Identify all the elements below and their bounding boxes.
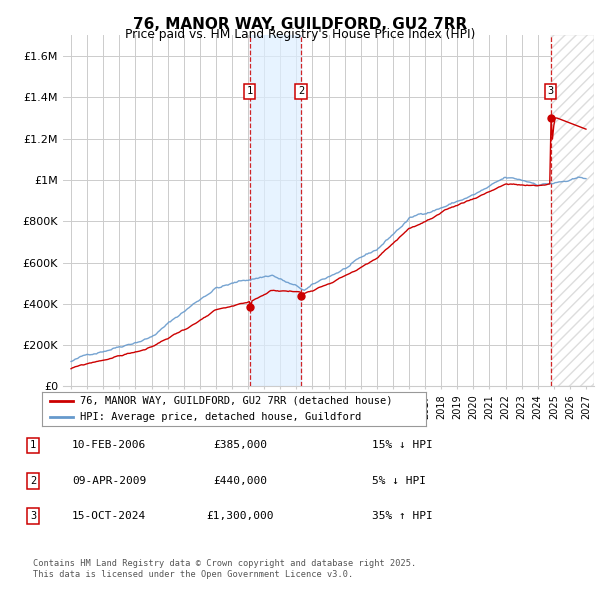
Text: 3: 3 xyxy=(547,86,554,96)
Text: 2: 2 xyxy=(30,476,36,486)
Text: 10-FEB-2006: 10-FEB-2006 xyxy=(72,441,146,450)
Text: £1,300,000: £1,300,000 xyxy=(206,512,274,521)
Text: 76, MANOR WAY, GUILDFORD, GU2 7RR: 76, MANOR WAY, GUILDFORD, GU2 7RR xyxy=(133,17,467,31)
Text: 2: 2 xyxy=(298,86,304,96)
Bar xyxy=(551,35,594,386)
Text: 76, MANOR WAY, GUILDFORD, GU2 7RR (detached house): 76, MANOR WAY, GUILDFORD, GU2 7RR (detac… xyxy=(80,396,393,406)
Text: Price paid vs. HM Land Registry's House Price Index (HPI): Price paid vs. HM Land Registry's House … xyxy=(125,28,475,41)
Text: 35% ↑ HPI: 35% ↑ HPI xyxy=(372,512,433,521)
Text: £385,000: £385,000 xyxy=(213,441,267,450)
Text: 1: 1 xyxy=(247,86,253,96)
Text: 1: 1 xyxy=(30,441,36,450)
Text: 09-APR-2009: 09-APR-2009 xyxy=(72,476,146,486)
Bar xyxy=(250,35,301,386)
Text: HPI: Average price, detached house, Guildford: HPI: Average price, detached house, Guil… xyxy=(80,412,362,422)
Text: 5% ↓ HPI: 5% ↓ HPI xyxy=(372,476,426,486)
Text: 15% ↓ HPI: 15% ↓ HPI xyxy=(372,441,433,450)
Text: This data is licensed under the Open Government Licence v3.0.: This data is licensed under the Open Gov… xyxy=(33,571,353,579)
Text: Contains HM Land Registry data © Crown copyright and database right 2025.: Contains HM Land Registry data © Crown c… xyxy=(33,559,416,568)
Text: 3: 3 xyxy=(30,512,36,521)
Text: £440,000: £440,000 xyxy=(213,476,267,486)
Text: 15-OCT-2024: 15-OCT-2024 xyxy=(72,512,146,521)
